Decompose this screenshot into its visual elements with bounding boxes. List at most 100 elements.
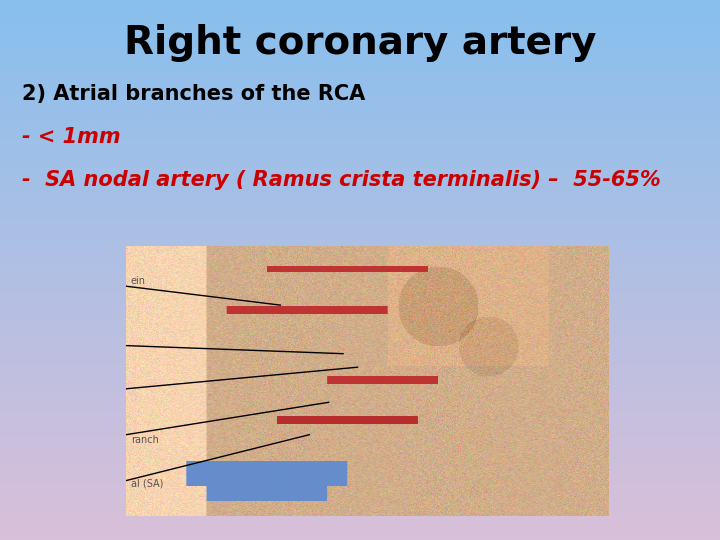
- Bar: [0, 362, 720, 363]
- Bar: [0, 204, 720, 205]
- Bar: [0, 495, 720, 497]
- Bar: [0, 520, 720, 522]
- Bar: [0, 336, 720, 339]
- Bar: [0, 288, 720, 290]
- Bar: [0, 79, 720, 81]
- Bar: [0, 59, 720, 61]
- Bar: [0, 535, 720, 536]
- Bar: [0, 270, 720, 272]
- Bar: [0, 528, 720, 529]
- Text: - < 1mm: - < 1mm: [22, 127, 120, 147]
- Bar: [0, 93, 720, 96]
- Bar: [0, 266, 720, 268]
- Bar: [0, 169, 720, 171]
- Bar: [0, 225, 720, 227]
- Bar: [0, 18, 720, 20]
- Bar: [0, 9, 720, 11]
- Bar: [0, 430, 720, 432]
- Bar: [0, 261, 720, 263]
- Bar: [0, 427, 720, 428]
- Bar: [0, 81, 720, 83]
- Bar: [0, 439, 720, 441]
- Bar: [0, 86, 720, 88]
- Bar: [0, 2, 720, 4]
- Bar: [0, 178, 720, 180]
- Bar: [0, 11, 720, 12]
- Bar: [0, 285, 720, 286]
- Bar: [0, 459, 720, 461]
- Bar: [0, 313, 720, 315]
- Bar: [0, 162, 720, 164]
- Bar: [0, 319, 720, 320]
- Bar: [0, 497, 720, 498]
- Bar: [0, 113, 720, 115]
- Bar: [0, 207, 720, 209]
- Bar: [0, 112, 720, 113]
- Bar: [0, 99, 720, 101]
- Bar: [0, 85, 720, 86]
- Bar: [0, 96, 720, 97]
- Bar: [0, 187, 720, 189]
- Text: Right coronary artery: Right coronary artery: [124, 24, 596, 62]
- Bar: [0, 371, 720, 373]
- Bar: [0, 106, 720, 108]
- Bar: [0, 448, 720, 450]
- Bar: [0, 529, 720, 531]
- Bar: [0, 239, 720, 241]
- Bar: [0, 317, 720, 319]
- Bar: [0, 103, 720, 104]
- Bar: [0, 180, 720, 182]
- Bar: [0, 173, 720, 174]
- Bar: [0, 243, 720, 245]
- Bar: [0, 101, 720, 103]
- Bar: [0, 390, 720, 393]
- Bar: [0, 432, 720, 434]
- Bar: [0, 286, 720, 288]
- Bar: [0, 474, 720, 475]
- Bar: [0, 254, 720, 255]
- Bar: [0, 83, 720, 85]
- Bar: [0, 366, 720, 367]
- Bar: [0, 205, 720, 207]
- Bar: [0, 22, 720, 23]
- Bar: [0, 50, 720, 52]
- Bar: [0, 479, 720, 481]
- Bar: [0, 16, 720, 18]
- Bar: [0, 166, 720, 167]
- Bar: [0, 128, 720, 130]
- Bar: [0, 61, 720, 63]
- Bar: [0, 139, 720, 140]
- Bar: [0, 400, 720, 401]
- Bar: [0, 420, 720, 421]
- Bar: [0, 216, 720, 218]
- Bar: [0, 412, 720, 414]
- Bar: [0, 65, 720, 66]
- Text: -  SA nodal artery ( Ramus crista terminalis) –  55-65%: - SA nodal artery ( Ramus crista termina…: [22, 170, 660, 190]
- Bar: [0, 279, 720, 281]
- Bar: [0, 151, 720, 153]
- Bar: [0, 312, 720, 313]
- Bar: [0, 297, 720, 299]
- Bar: [0, 265, 720, 266]
- Bar: [0, 268, 720, 270]
- Bar: [0, 511, 720, 513]
- Bar: [0, 31, 720, 32]
- Bar: [0, 12, 720, 15]
- Bar: [0, 110, 720, 112]
- Bar: [0, 120, 720, 123]
- Bar: [0, 306, 720, 308]
- Bar: [0, 131, 720, 133]
- Bar: [0, 211, 720, 212]
- Bar: [0, 329, 720, 331]
- Bar: [0, 515, 720, 517]
- Bar: [0, 42, 720, 43]
- Bar: [0, 304, 720, 306]
- Bar: [0, 315, 720, 317]
- Bar: [0, 142, 720, 144]
- Bar: [0, 340, 720, 342]
- Bar: [0, 52, 720, 54]
- Bar: [0, 508, 720, 509]
- Bar: [0, 252, 720, 254]
- Bar: [0, 227, 720, 228]
- Bar: [0, 247, 720, 248]
